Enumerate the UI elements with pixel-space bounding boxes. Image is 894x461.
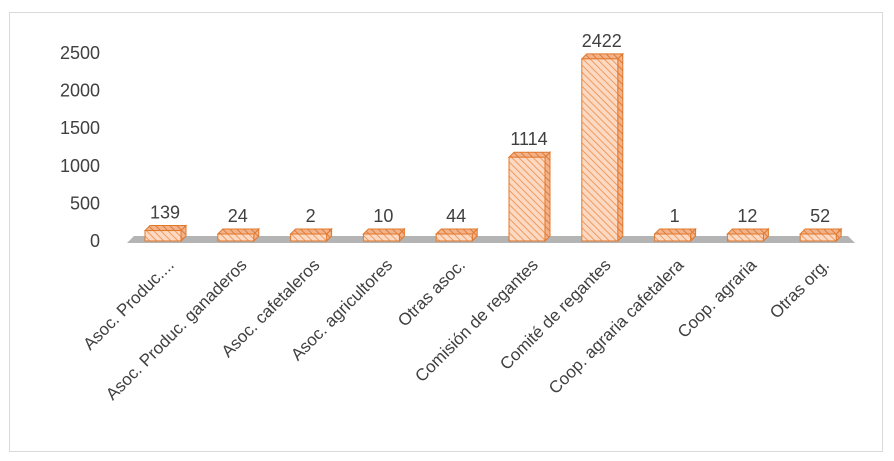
bar — [800, 229, 841, 241]
category-labels: Asoc. Produc....Asoc. Produc. ganaderosA… — [80, 255, 833, 404]
category-label: Coop. agraria cafetalera — [545, 255, 688, 398]
data-label: 10 — [373, 206, 393, 226]
data-label: 24 — [228, 206, 248, 226]
y-tick-label: 1500 — [60, 118, 100, 138]
data-label: 2422 — [582, 31, 622, 51]
bar — [509, 152, 550, 241]
data-label: 1 — [670, 206, 680, 226]
bar-front — [655, 234, 691, 241]
bar — [218, 229, 259, 241]
data-label: 2 — [306, 206, 316, 226]
y-tick-label: 0 — [90, 231, 100, 251]
bar — [291, 229, 332, 241]
y-axis-ticks: 0 500 1000 1500 2000 2500 — [60, 43, 100, 251]
data-label: 1114 — [510, 129, 547, 149]
bar-top — [218, 229, 259, 234]
y-tick-label: 500 — [70, 193, 100, 213]
bar-top — [655, 229, 696, 234]
bar-top — [363, 229, 404, 234]
data-label: 12 — [737, 206, 757, 226]
bar-front — [218, 234, 254, 241]
bar-front — [436, 234, 472, 241]
y-tick-label: 2000 — [60, 81, 100, 101]
data-label: 52 — [810, 206, 830, 226]
category-label: Coop. agraria — [674, 255, 761, 342]
bar — [436, 229, 477, 241]
category-label: Otras org. — [766, 255, 833, 322]
bar-side — [618, 54, 623, 241]
bar-top — [582, 54, 623, 59]
y-tick-label: 1000 — [60, 156, 100, 176]
bar-front — [291, 234, 327, 241]
category-label: Otras asoc. — [394, 255, 469, 330]
bar-front — [509, 157, 545, 241]
bar-top — [436, 229, 477, 234]
category-label: Asoc. Produc. ganaderos — [102, 255, 250, 403]
bar-front — [727, 234, 763, 241]
y-tick-label: 2500 — [60, 43, 100, 63]
bar-top — [145, 226, 186, 231]
bar-front — [145, 231, 181, 241]
bar-top — [291, 229, 332, 234]
data-labels: 139 24 2 10 44 1114 2422 1 12 52 — [150, 31, 830, 226]
bar-front — [800, 234, 836, 241]
category-label: Comisión de regantes — [411, 255, 541, 385]
bar — [582, 54, 623, 241]
bar-top — [509, 152, 550, 157]
bar-front — [363, 234, 399, 241]
bar — [655, 229, 696, 241]
bar-front — [582, 59, 618, 241]
data-label: 139 — [150, 203, 180, 223]
bar-top — [800, 229, 841, 234]
data-label: 44 — [446, 206, 466, 226]
bar-top — [727, 229, 768, 234]
bar — [727, 229, 768, 241]
bar — [145, 226, 186, 241]
bar — [363, 229, 404, 241]
bar-side — [545, 152, 550, 241]
